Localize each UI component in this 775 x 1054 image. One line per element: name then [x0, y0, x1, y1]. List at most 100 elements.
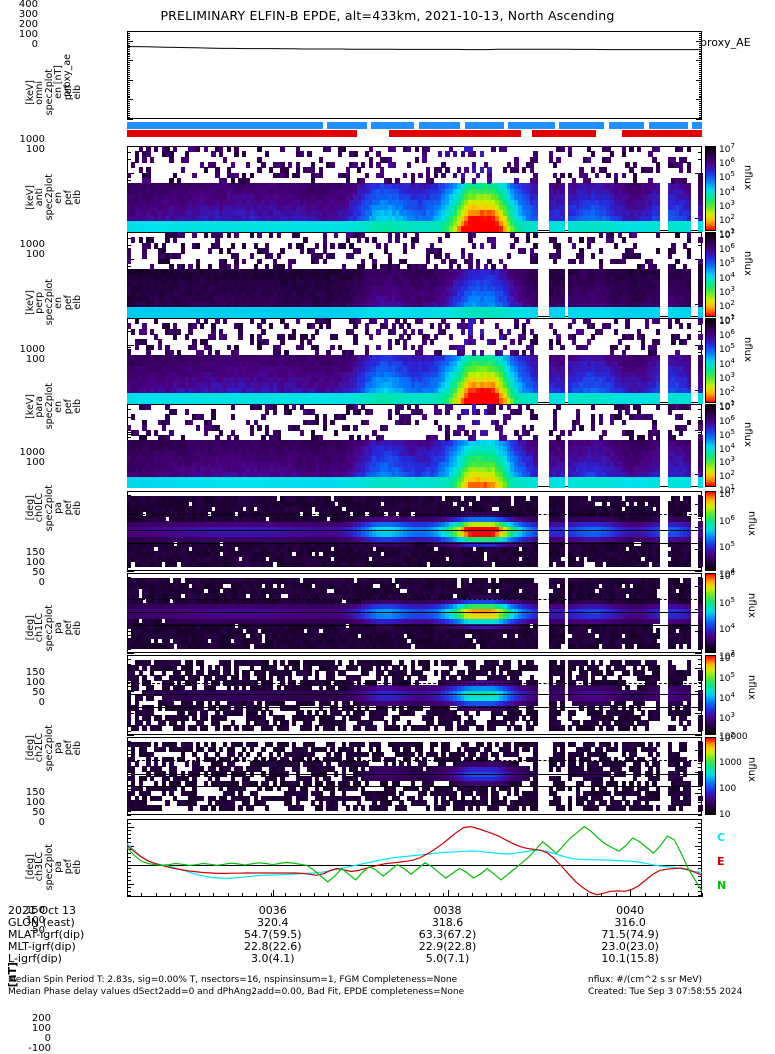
proxy-ae-minor-tick: [699, 50, 702, 52]
heatmap-cell: [395, 237, 400, 244]
heatmap-cell: [334, 232, 339, 238]
heatmap-cell: [636, 204, 642, 211]
heatmap-cell: [498, 188, 504, 195]
heatmap-cell: [146, 146, 151, 152]
heatmap-cell: [590, 215, 596, 221]
heatmap-cell: [406, 199, 412, 206]
heatmap-cell: [368, 225, 373, 232]
heatmap-cell: [215, 237, 220, 244]
heatmap-cell: [583, 220, 588, 227]
heatmap-cell: [656, 204, 661, 211]
heatmap-cell: [134, 183, 140, 190]
heatmap-cell: [142, 311, 147, 318]
heatmap-cell: [406, 225, 412, 232]
heatmap-cell: [245, 209, 251, 216]
heatmap-cell: [349, 183, 354, 190]
heatmap-cell: [422, 209, 427, 216]
heatmap-cell: [169, 151, 174, 158]
heatmap-cell: [196, 215, 201, 221]
heatmap-cell: [587, 193, 592, 200]
heatmap-cell: [686, 371, 692, 378]
heatmap-cell: [326, 199, 331, 206]
heatmap-cell: [583, 204, 588, 211]
spec-colorbar-0[interactable]: [705, 146, 716, 231]
heatmap-cell: [184, 290, 189, 297]
heatmap-cell: [529, 225, 534, 232]
heatmap-cell: [656, 193, 661, 200]
heatmap-cell: [426, 177, 431, 184]
heatmap-cell: [272, 161, 278, 168]
heatmap-cell: [368, 215, 373, 221]
heatmap-cell: [640, 215, 646, 221]
heatmap-cell: [150, 220, 155, 227]
heatmap-cell: [633, 204, 638, 211]
heatmap-cell: [150, 306, 155, 313]
heatmap-cell: [613, 199, 619, 206]
heatmap-cell: [533, 339, 538, 346]
heatmap-cell: [422, 156, 427, 163]
heatmap-cell: [403, 193, 408, 200]
heatmap-cell: [617, 193, 623, 200]
heatmap-cell: [667, 183, 672, 190]
heatmap-cell: [357, 225, 362, 232]
heatmap-cell: [656, 215, 661, 221]
heatmap-cell: [533, 371, 538, 378]
heatmap-cell: [533, 355, 538, 362]
heatmap-cell: [272, 220, 278, 227]
heatmap-cell: [142, 301, 147, 307]
heatmap-cell: [429, 183, 435, 190]
proxy-ae-minor-tick: [699, 91, 702, 93]
heatmap-cell: [337, 151, 343, 158]
heatmap-cell: [686, 295, 692, 302]
heatmap-cell: [472, 242, 477, 249]
heatmap-cell: [199, 161, 205, 168]
heatmap-cell: [192, 323, 197, 330]
heatmap-cell: [360, 204, 366, 211]
heatmap-cell: [165, 204, 170, 211]
heatmap-cell: [403, 215, 408, 221]
proxy-ae-minor-tick: [699, 105, 702, 107]
heatmap-cell: [594, 225, 600, 232]
heatmap-cell: [472, 204, 477, 211]
proxy-ae-minor-tick: [127, 85, 130, 87]
heatmap-cell: [280, 193, 285, 200]
heatmap-cell: [479, 199, 485, 206]
heatmap-cell: [157, 204, 163, 211]
proxy-ae-panel[interactable]: [127, 31, 702, 119]
heatmap-cell: [656, 279, 661, 286]
heatmap-cell: [449, 333, 454, 340]
heatmap-cell: [686, 237, 692, 244]
heatmap-cell: [307, 215, 312, 221]
heatmap-cell: [452, 209, 458, 216]
spec-colorbar-1[interactable]: [705, 232, 716, 317]
heatmap-cell: [656, 360, 661, 367]
proxy-ae-ytick: 400: [18, 0, 38, 10]
heatmap-cell: [675, 258, 680, 265]
heatmap-cell: [199, 199, 205, 206]
heatmap-cell: [525, 318, 531, 324]
heatmap-cell: [391, 188, 396, 195]
heatmap-cell: [514, 237, 519, 244]
heatmap-cell: [403, 209, 408, 216]
heatmap-cell: [142, 172, 147, 179]
heatmap-cell: [322, 258, 327, 265]
heatmap-cell: [487, 209, 492, 216]
heatmap-cell: [510, 188, 515, 195]
heatmap-cell: [602, 156, 607, 163]
heatmap-cell: [199, 193, 205, 200]
heatmap-cell: [560, 301, 565, 307]
heatmap-cell: [330, 242, 335, 249]
heatmap-cell: [414, 193, 419, 200]
heatmap-cell: [686, 232, 692, 238]
heatmap-cell: [161, 215, 166, 221]
heatmap-cell: [157, 253, 163, 260]
heatmap-cell: [429, 204, 435, 211]
heatmap-cell: [242, 151, 247, 158]
heatmap-cell: [134, 295, 140, 302]
heatmap-cell: [180, 225, 186, 232]
heatmap-cell: [165, 269, 170, 276]
spec-ylabel-line: spec2plot: [43, 279, 55, 326]
heatmap-cell: [383, 220, 389, 227]
proxy-ae-minor-tick: [127, 64, 130, 66]
heatmap-cell: [433, 209, 439, 216]
